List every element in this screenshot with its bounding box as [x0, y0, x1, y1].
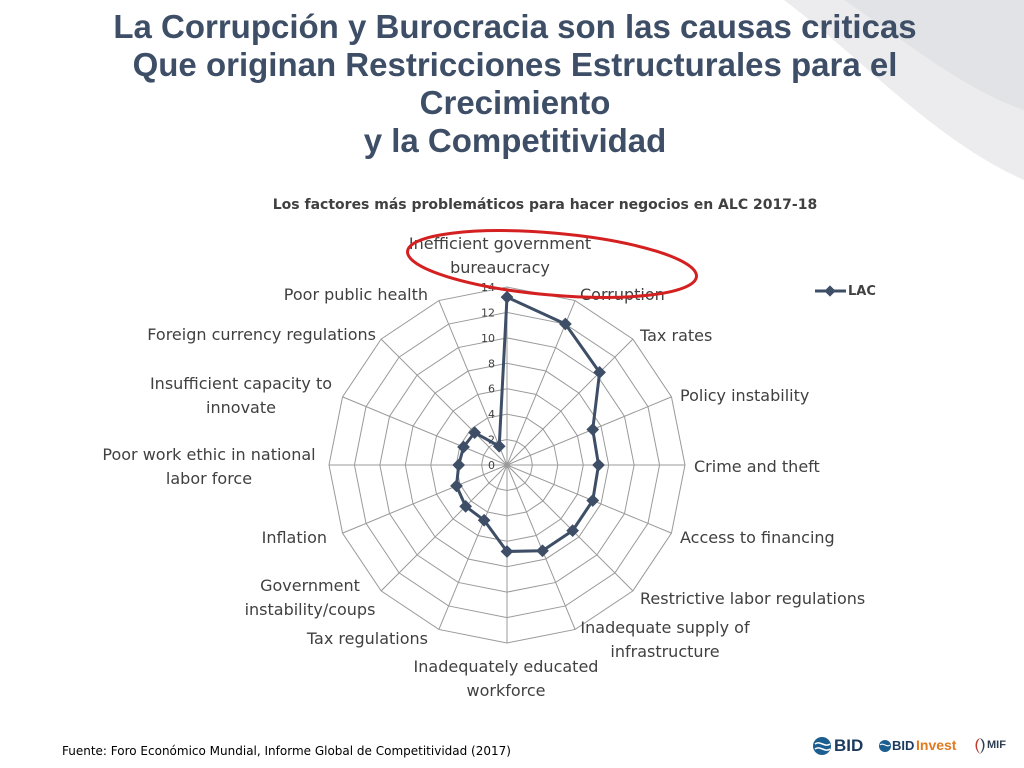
- category-label: Crime and theft: [694, 457, 820, 476]
- radial-tick-label: 10: [481, 332, 495, 345]
- radial-tick-label: 6: [488, 383, 495, 396]
- category-label: Inefficient government bureaucracy: [409, 234, 591, 277]
- bid-logo: BID: [834, 736, 864, 755]
- data-point: [459, 499, 473, 513]
- slide-title: La Corrupción y Burocracia son las causa…: [20, 8, 1010, 160]
- category-label: Inflation: [262, 528, 327, 547]
- category-label: Access to financing: [680, 528, 835, 547]
- slide-title-line-4: y la Competitividad: [363, 122, 667, 159]
- radial-tick-label: 4: [488, 408, 495, 421]
- category-label: Foreign currency regulations: [147, 325, 376, 344]
- data-point: [500, 290, 514, 304]
- category-label: Tax regulations: [306, 629, 428, 648]
- legend-marker: [824, 285, 836, 297]
- category-label: Restrictive labor regulations: [640, 589, 865, 608]
- category-label: Insufficient capacity to innovate: [150, 374, 332, 417]
- highlight-ellipse: [406, 229, 698, 299]
- slide-title-line-2: Que originan Restricciones Estructurales…: [132, 46, 898, 83]
- grid-spoke: [506, 338, 634, 466]
- grid-spoke: [342, 464, 508, 534]
- bid-invest-logo-right: Invest: [916, 737, 957, 753]
- bid-invest-globe-icon: [879, 740, 891, 752]
- radial-tick-label: 0: [488, 459, 495, 472]
- data-point: [452, 458, 466, 472]
- chart-title: Los factores más problemáticos para hace…: [272, 197, 818, 213]
- grid-spoke: [342, 396, 508, 466]
- grid-spoke: [380, 338, 508, 466]
- slide-title-line-1: La Corrupción y Burocracia son las causa…: [113, 8, 917, 45]
- mif-logo: MIF: [987, 739, 1006, 751]
- radial-tick-label: 8: [488, 357, 495, 370]
- category-label: Corruption: [580, 285, 665, 304]
- category-label: Poor public health: [284, 285, 428, 304]
- bid-globe-icon: [813, 737, 831, 755]
- slide-title-line-3: Crecimiento: [419, 84, 611, 121]
- logo-strip: BID BID Invest MIF: [812, 730, 1022, 760]
- source-note: Fuente: Foro Económico Mundial, Informe …: [62, 744, 511, 758]
- radial-tick-label: 12: [481, 306, 495, 319]
- legend-label: LAC: [848, 284, 876, 299]
- category-label: Poor work ethic in national labor force: [102, 445, 315, 488]
- data-point: [592, 458, 605, 472]
- category-label: Inadequate supply of infrastructure: [580, 618, 750, 661]
- category-label: Inadequately educated workforce: [414, 657, 599, 700]
- background-swoosh: [784, 0, 1024, 180]
- bid-invest-logo-left: BID: [892, 738, 915, 753]
- data-point: [586, 423, 600, 436]
- grid-spoke: [380, 464, 508, 592]
- category-label: Policy instability: [680, 386, 809, 405]
- grid-spoke: [438, 464, 508, 630]
- data-point: [450, 479, 463, 493]
- data-point: [492, 439, 506, 453]
- grid-spoke: [438, 300, 508, 466]
- data-point: [468, 426, 481, 439]
- mif-mark-icon: [975, 738, 985, 754]
- radial-tick-label: 2: [488, 434, 495, 447]
- category-label: Government instability/coups: [245, 576, 376, 619]
- data-point: [457, 440, 470, 454]
- category-label: Tax rates: [639, 326, 712, 345]
